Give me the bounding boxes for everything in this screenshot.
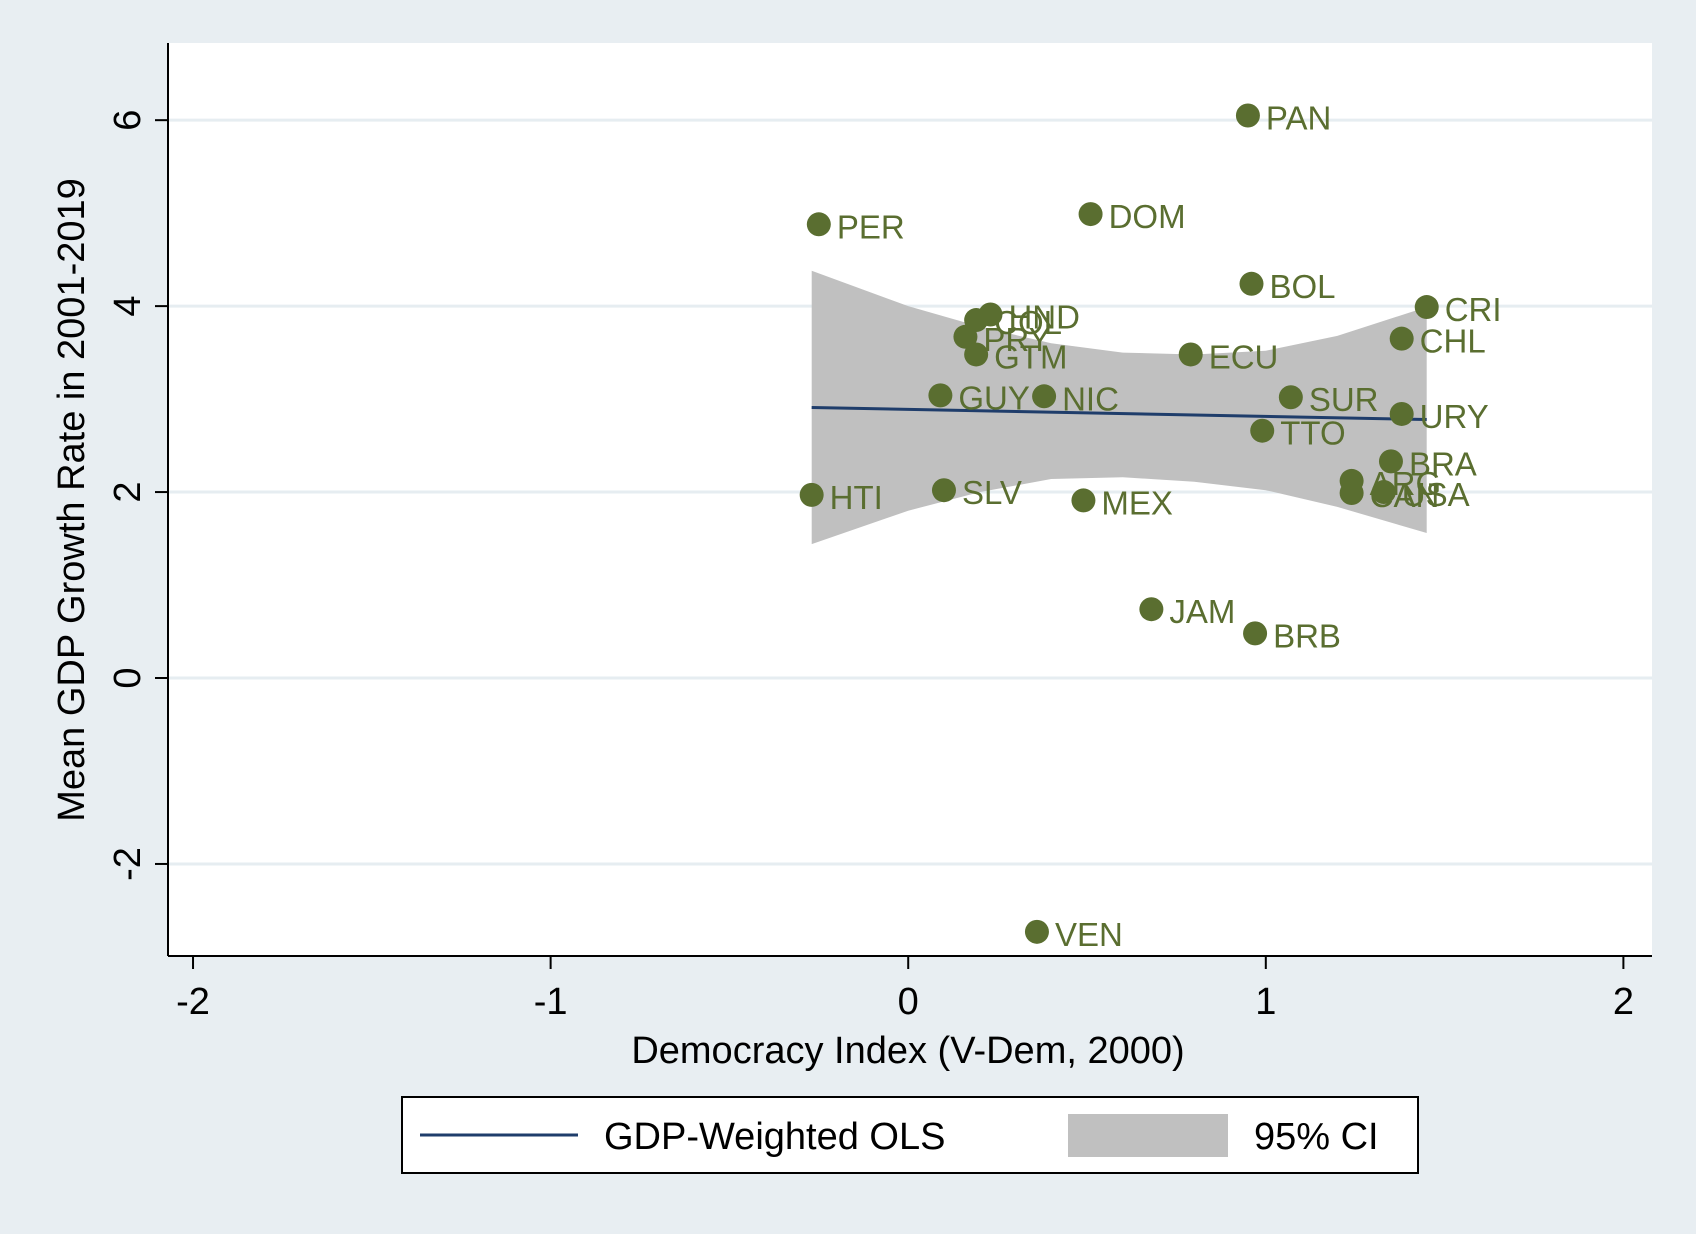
point-bra	[1378, 449, 1403, 474]
point-label-mex: MEX	[1101, 484, 1173, 521]
point-label-guy: GUY	[958, 379, 1030, 416]
point-ecu	[1178, 342, 1203, 367]
point-label-gtm: GTM	[994, 338, 1067, 375]
point-usa	[1371, 480, 1396, 505]
point-label-per: PER	[837, 208, 905, 245]
point-slv	[931, 478, 956, 503]
x-axis-title: Democracy Index (V-Dem, 2000)	[631, 1030, 1184, 1072]
legend-label-ols: GDP-Weighted OLS	[604, 1116, 945, 1158]
point-chl	[1389, 326, 1414, 351]
point-gtm	[964, 342, 989, 367]
point-label-chl: CHL	[1420, 323, 1486, 360]
point-pan	[1235, 103, 1260, 128]
x-tick-label--2: -2	[176, 981, 210, 1023]
point-label-ecu: ECU	[1209, 338, 1279, 375]
point-can	[1339, 480, 1364, 505]
point-bol	[1239, 271, 1264, 296]
x-tick-label-1: 1	[1255, 981, 1276, 1023]
y-tick-label-4: 4	[107, 296, 149, 317]
point-brb	[1243, 621, 1268, 646]
point-ven	[1024, 919, 1049, 944]
point-dom	[1078, 202, 1103, 227]
fit-line-layer	[811, 405, 1427, 422]
point-label-col: COL	[994, 304, 1062, 341]
point-label-pry: PRY	[983, 321, 1050, 358]
point-label-usa: USA	[1402, 476, 1470, 513]
point-guy	[928, 383, 953, 408]
axes: -2 -1 0 1 2 -2 0 2 4 6	[107, 43, 1652, 1023]
point-label-bra: BRA	[1409, 445, 1477, 482]
fit-line	[811, 405, 1427, 422]
point-sur	[1278, 385, 1303, 410]
point-label-hti: HTI	[830, 479, 883, 516]
point-ury	[1389, 401, 1414, 426]
point-label-pan: PAN	[1266, 100, 1331, 137]
point-pry	[953, 324, 978, 349]
point-label-brb: BRB	[1273, 617, 1341, 654]
y-axis-title: Mean GDP Growth Rate in 2001-2019	[51, 178, 93, 822]
point-mex	[1071, 488, 1096, 513]
point-hti	[799, 482, 824, 507]
y-tick-label-6: 6	[107, 110, 149, 131]
legend: GDP-Weighted OLS 95% CI	[401, 1096, 1419, 1174]
y-tick-label--2: -2	[107, 847, 149, 881]
point-cri	[1414, 295, 1439, 320]
legend-band-swatch	[1068, 1114, 1228, 1157]
legend-label-ci: 95% CI	[1254, 1116, 1379, 1158]
x-tick-label-0: 0	[898, 981, 919, 1023]
point-nic	[1032, 384, 1057, 409]
point-label-jam: JAM	[1169, 593, 1235, 630]
point-label-hnd: HND	[1008, 298, 1079, 335]
y-tick-label-2: 2	[107, 481, 149, 502]
point-jam	[1139, 597, 1164, 622]
x-tick-label-2: 2	[1613, 981, 1634, 1023]
point-label-bol: BOL	[1269, 268, 1335, 305]
point-label-cri: CRI	[1445, 291, 1502, 328]
point-per	[806, 212, 831, 237]
point-label-nic: NIC	[1062, 380, 1119, 417]
point-label-tto: TTO	[1280, 415, 1345, 452]
point-label-ven: VEN	[1055, 916, 1123, 953]
y-tick-label-0: 0	[107, 667, 149, 688]
point-label-sur: SUR	[1309, 381, 1379, 418]
point-label-dom: DOM	[1109, 198, 1186, 235]
point-label-slv: SLV	[962, 474, 1022, 511]
point-label-ury: URY	[1420, 398, 1489, 435]
x-tick-label--1: -1	[534, 981, 568, 1023]
point-tto	[1250, 418, 1275, 443]
